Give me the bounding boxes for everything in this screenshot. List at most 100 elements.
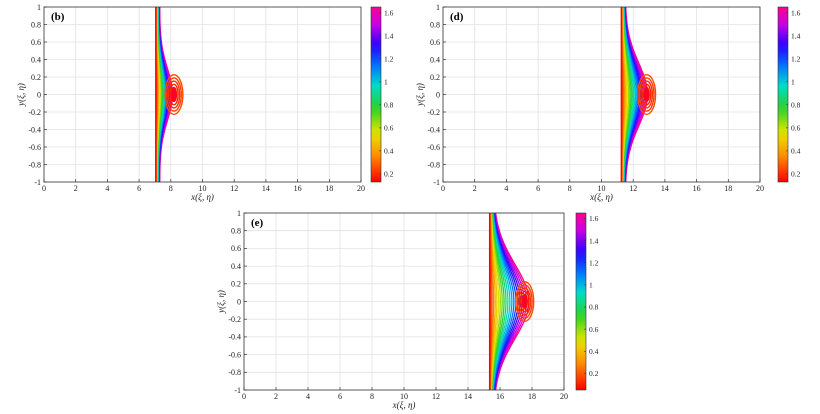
core-contour	[641, 83, 652, 106]
x-tick-label: 16	[496, 392, 504, 401]
chart-svg-e: 0 2 4 6 8 10 12 14 16 18 20 -1 -0.8 -0.6 -0.4 -0.2 0 0.2 0…	[216, 209, 599, 410]
y-tick-label: -0.4	[28, 125, 41, 134]
x-axis-label-e: x(ξ, η)	[392, 400, 416, 410]
x-tick-label: 20	[560, 392, 568, 401]
y-tick-label: -1	[433, 178, 440, 187]
y-tick-label: -0.8	[427, 160, 440, 169]
colorbar-tick-label: 0.6	[791, 123, 801, 132]
y-tick-label: 0.2	[231, 280, 241, 289]
colorbar-tick-label: 1.6	[791, 8, 801, 17]
y-tick-label: 0	[237, 297, 241, 306]
colorbar-tick-label: 1.4	[384, 31, 394, 40]
x-tick-label: 14	[661, 184, 669, 193]
x-tick-label: 2	[274, 392, 278, 401]
colorbar-tick-label: 0.2	[791, 170, 801, 179]
colorbar-tick-label: 0.4	[384, 147, 394, 156]
y-tick-label: -0.4	[427, 125, 440, 134]
core-contour	[164, 73, 184, 115]
y-tick-label: -0.6	[228, 350, 241, 359]
colorbar-d	[777, 6, 789, 183]
x-tick-label: 0	[441, 184, 445, 193]
colorbar-tick-label: 0.6	[384, 123, 394, 132]
x-tick-label: 8	[169, 184, 173, 193]
x-tick-label: 4	[504, 184, 508, 193]
y-tick-label: 1	[37, 3, 41, 12]
colorbar-tick-label: 1.4	[589, 236, 599, 245]
x-tick-label: 8	[568, 184, 572, 193]
y-tick-label: 0.4	[430, 55, 440, 64]
chart-svg-d: 0 2 4 6 8 10 12 14 16 18 20 -1 -0.8 -0.6 -0.4 -0.2 0 0.2 0…	[415, 3, 801, 202]
y-tick-label: 0	[436, 90, 440, 99]
x-tick-label: 18	[325, 184, 333, 193]
y-tick-label: 0	[37, 90, 41, 99]
y-tick-label: 0.6	[430, 38, 440, 47]
colorbar-tick-label: 1	[384, 77, 388, 86]
colorbar-e	[575, 212, 587, 391]
x-tick-label: 10	[400, 392, 408, 401]
y-tick-label: 0.8	[430, 20, 440, 29]
y-tick-label: -0.2	[28, 108, 41, 117]
colorbar-tick-label: 0.2	[589, 369, 599, 378]
x-tick-label: 10	[199, 184, 207, 193]
x-tick-label: 18	[528, 392, 536, 401]
colorbar-tick-label: 1.2	[384, 54, 394, 63]
y-tick-label: 0.4	[231, 262, 241, 271]
x-tick-label: 2	[74, 184, 78, 193]
x-tick-label: 4	[105, 184, 109, 193]
core-contour	[170, 86, 178, 103]
core-contour	[516, 284, 533, 319]
y-tick-label: 1	[436, 3, 440, 12]
y-tick-label: -0.4	[228, 333, 241, 342]
contour-lines-e	[488, 212, 535, 391]
y-tick-label: -1	[234, 386, 241, 395]
x-tick-label: 14	[262, 184, 270, 193]
y-axis-label-b: y(ξ, η)	[16, 83, 26, 107]
colorbar-tick-label: 1.6	[384, 8, 394, 17]
chart-panel-d: 0 2 4 6 8 10 12 14 16 18 20 -1 -0.8 -0.6 -0.4 -0.2 0 0.2 0…	[400, 0, 820, 207]
x-tick-label: 8	[370, 392, 374, 401]
contour-line	[492, 212, 515, 391]
y-tick-label: 1	[237, 209, 241, 218]
y-tick-label: 0.4	[31, 55, 41, 64]
colorbar-tick-label: 0.8	[384, 100, 394, 109]
tick-labels-e: 0 2 4 6 8 10 12 14 16 18 20 -1 -0.8 -0.6 -0.4 -0.2 0 0.2 0…	[228, 209, 568, 401]
grid-d	[442, 6, 761, 183]
x-tick-label: 20	[357, 184, 365, 193]
contour-line	[492, 212, 511, 391]
x-tick-label: 16	[693, 184, 701, 193]
colorbar-b	[370, 6, 382, 183]
contour-lines-b	[155, 6, 184, 183]
x-tick-label: 12	[432, 392, 440, 401]
y-tick-label: -0.8	[28, 160, 41, 169]
core-contour	[518, 287, 532, 316]
y-tick-label: 0.2	[31, 73, 41, 82]
x-tick-label: 10	[598, 184, 606, 193]
core-contour	[515, 280, 535, 322]
core-contour	[521, 293, 528, 310]
contour-line	[492, 212, 509, 391]
core-contour	[165, 77, 182, 112]
x-tick-label: 20	[756, 184, 764, 193]
x-tick-label: 6	[137, 184, 141, 193]
colorbar-tick-label: 1	[791, 77, 795, 86]
y-tick-label: -1	[34, 178, 41, 187]
tick-labels-b: 0 2 4 6 8 10 12 14 16 18 20 -1 -0.8 -0.6 -0.4 -0.2 0 0.2 0…	[28, 3, 365, 193]
tick-labels-d: 0 2 4 6 8 10 12 14 16 18 20 -1 -0.8 -0.6 -0.4 -0.2 0 0.2 0…	[427, 3, 764, 193]
colorbar-tick-label: 1.2	[791, 54, 801, 63]
y-axis-label-e: y(ξ, η)	[216, 290, 226, 314]
y-tick-label: -0.2	[228, 315, 241, 324]
grid-b	[43, 6, 362, 183]
x-tick-label: 0	[42, 184, 46, 193]
y-tick-label: -0.6	[28, 143, 41, 152]
panel-label-e: (e)	[251, 217, 264, 229]
y-tick-label: -0.2	[427, 108, 440, 117]
y-tick-label: 0.6	[31, 38, 41, 47]
y-axis-label-d: y(ξ, η)	[415, 83, 425, 107]
core-contour	[519, 290, 530, 313]
y-tick-label: 0.6	[231, 244, 241, 253]
colorbar-tick-label: 1	[589, 281, 593, 290]
x-tick-label: 16	[294, 184, 302, 193]
x-tick-label: 6	[338, 392, 342, 401]
y-tick-label: 0.2	[430, 73, 440, 82]
core-fill	[644, 88, 650, 101]
